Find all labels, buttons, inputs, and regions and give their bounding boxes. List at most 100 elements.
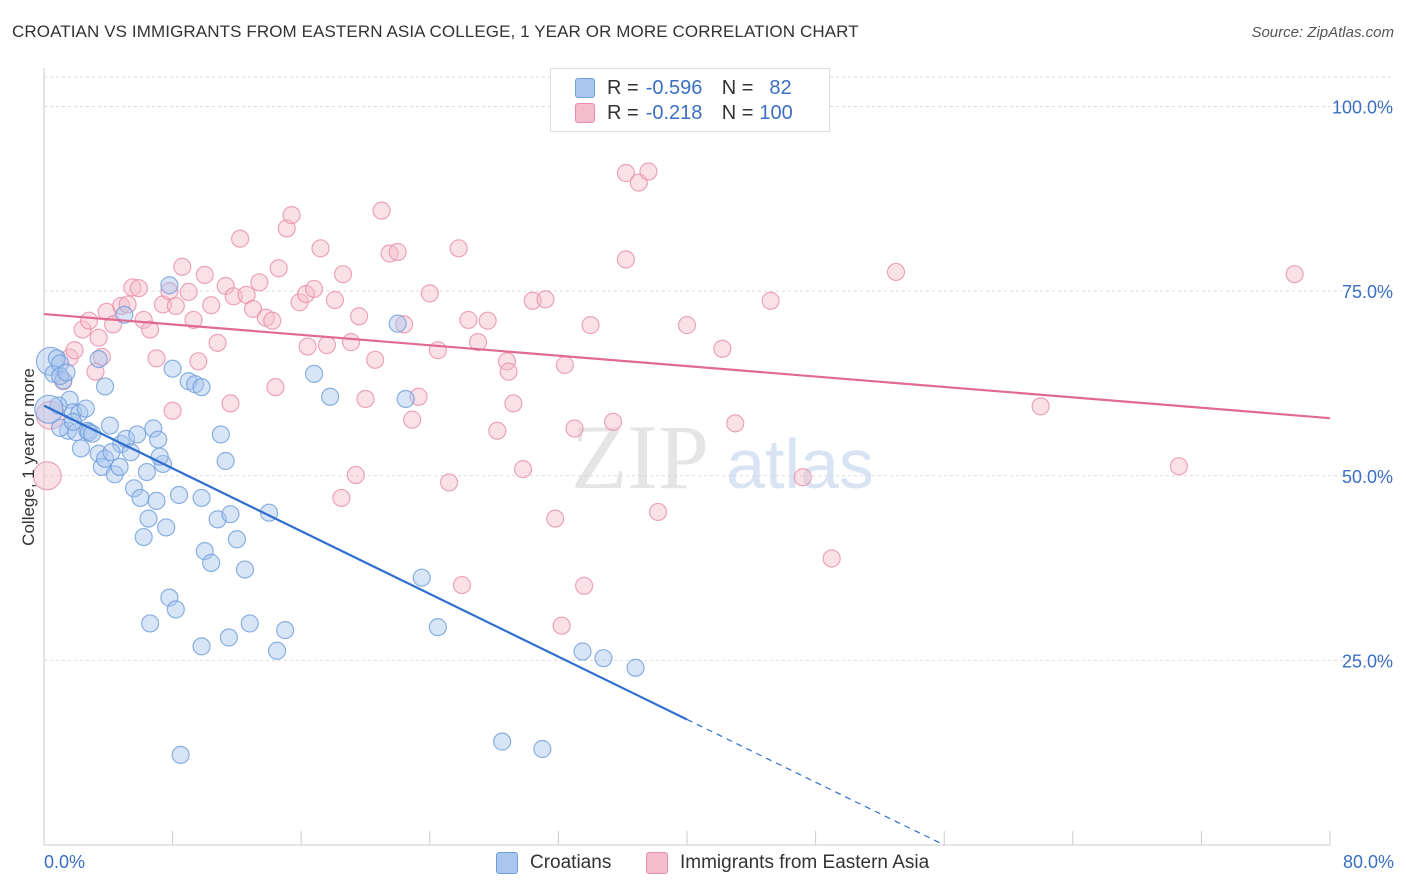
data-point-croatian [115,305,134,324]
data-point-eastern-asia [403,410,422,429]
data-point-eastern-asia [793,468,812,487]
data-point-eastern-asia [639,162,658,181]
data-point-eastern-asia [1285,265,1304,284]
data-point-eastern-asia [581,316,600,335]
data-point-eastern-asia [616,250,636,269]
y-axis-label: College, 1 year or more [19,368,38,546]
data-point-eastern-asia [468,333,488,352]
data-point-eastern-asia [452,575,472,595]
data-point-eastern-asia [341,333,361,352]
legend-n-label: N = [721,76,754,99]
data-point-eastern-asia [263,311,282,330]
y-tick-label: 50.0% [1342,467,1393,487]
data-point-eastern-asia [552,616,571,635]
data-point-eastern-asia [304,279,324,299]
data-point-eastern-asia [428,341,447,360]
data-point-eastern-asia [349,307,369,326]
data-point-croatian [428,618,447,637]
correlation-legend: R = -0.596 N = 82 R = -0.218 N = 100 [550,68,830,132]
data-point-eastern-asia [346,465,365,485]
data-point-croatian [34,394,64,424]
data-point-croatian [137,462,156,482]
data-point-eastern-asia [32,461,62,491]
data-point-eastern-asia [459,310,478,330]
x-tick-min: 0.0% [44,852,86,872]
data-point-eastern-asia [79,311,99,330]
data-point-eastern-asia [208,333,227,352]
data-point-croatian [166,600,185,619]
data-point-croatian [134,527,153,547]
data-point-croatian [240,614,259,633]
chart-title: CROATIAN VS IMMIGRANTS FROM EASTERN ASIA… [12,22,859,41]
data-point-eastern-asia [92,347,111,366]
legend-n-label: N = [721,101,754,124]
data-point-eastern-asia [488,421,507,440]
data-point-eastern-asia [499,362,518,381]
data-point-croatian [219,628,238,647]
data-point-eastern-asia [677,316,697,335]
watermark-atlas: atlas [726,425,874,503]
series-legend-label: Immigrants from Eastern Asia [680,852,930,873]
data-point-croatian [276,621,295,640]
data-point-croatian [227,530,246,549]
data-point-croatian [95,377,115,396]
watermark-zip: ZIP [571,406,709,508]
data-point-eastern-asia [311,239,330,258]
data-point-croatian [71,439,91,458]
data-point-eastern-asia [282,205,301,225]
data-point-eastern-asia [147,349,166,368]
data-point-eastern-asia [546,509,565,528]
x-tick-max: 80.0% [1342,852,1394,872]
data-point-eastern-asia [648,502,668,522]
data-point-croatian [140,614,160,633]
data-point-eastern-asia [266,378,285,397]
data-point-eastern-asia [179,282,198,301]
data-point-eastern-asia [449,239,468,258]
data-point-eastern-asia [420,284,439,303]
data-point-croatian [626,658,645,677]
data-point-croatian [192,488,211,508]
data-point-eastern-asia [118,295,137,314]
data-point-eastern-asia [123,278,142,297]
data-point-croatian [95,449,115,468]
data-point-eastern-asia [221,394,240,413]
data-point-croatian [124,479,144,498]
data-point-croatian [388,314,407,333]
data-point-eastern-asia [134,310,153,330]
data-point-croatian [102,443,121,462]
data-point-eastern-asia [243,299,263,318]
trend-line-extension-croatian [686,718,945,846]
series-legend: Croatians Immigrants from Eastern Asia [0,852,1406,878]
data-point-eastern-asia [761,291,780,310]
data-point-eastern-asia [504,394,523,413]
data-point-eastern-asia [269,259,288,278]
data-point-croatian [171,745,190,765]
data-point-croatian [163,359,182,378]
data-point-croatian [47,349,66,368]
data-point-eastern-asia [439,473,459,492]
data-point-eastern-asia [575,576,594,595]
legend-r-value: -0.218 [645,101,703,124]
series-legend-eastern-asia: Immigrants from Eastern Asia [646,852,929,874]
data-point-eastern-asia [356,389,375,409]
data-point-croatian [192,637,211,656]
data-point-eastern-asia [250,273,269,292]
data-point-croatian [216,451,235,471]
data-point-croatian [76,399,95,418]
legend-row-croatians: R = -0.596 N = 82 [575,75,792,101]
legend-row-eastern-asia: R = -0.218 N = 100 [575,100,793,126]
data-point-eastern-asia [565,419,584,438]
data-point-eastern-asia [886,262,906,282]
data-point-croatian [594,649,613,668]
data-point-eastern-asia [555,355,574,375]
data-point-eastern-asia [173,257,192,276]
data-point-croatian [100,416,120,435]
data-point-eastern-asia [89,328,108,347]
blue-swatch-icon [496,852,518,874]
data-point-croatian [396,389,415,409]
data-point-croatian [235,560,255,579]
data-point-eastern-asia [325,290,345,310]
data-point-croatian [211,425,230,444]
data-point-eastern-asia [713,339,732,358]
data-point-croatian [304,364,324,383]
